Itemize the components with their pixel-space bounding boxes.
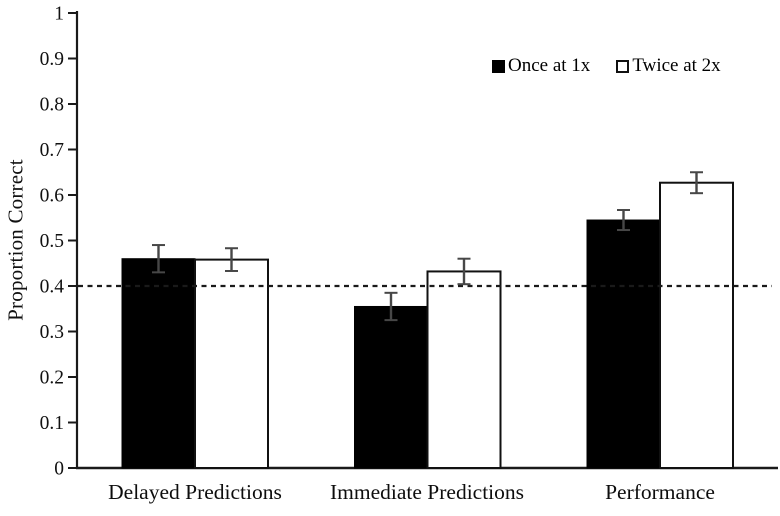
y-tick-label-0-4: 0.4 bbox=[40, 277, 65, 298]
legend-label-twice-at-2x: Twice at 2x bbox=[632, 55, 721, 76]
x-axis-label-performance: Performance bbox=[605, 480, 715, 504]
legend: Once at 1x Twice at 2x bbox=[492, 55, 721, 77]
legend-item-once-at-1x: Once at 1x bbox=[492, 55, 590, 77]
y-tick-label-0-8: 0.8 bbox=[40, 95, 64, 116]
bar-once-at-1x-delayed-predictions bbox=[121, 258, 196, 469]
y-tick-label-0-2: 0.2 bbox=[40, 368, 64, 389]
y-tick-label-0-6: 0.6 bbox=[40, 186, 65, 207]
bar-twice-at-2x-immediate-predictions bbox=[426, 270, 502, 469]
bar-twice-at-2x-performance bbox=[659, 181, 734, 469]
y-tick-label-0-3: 0.3 bbox=[40, 322, 64, 343]
y-tick-label-0: 0 bbox=[54, 459, 64, 480]
y-axis-title: Proportion Correct bbox=[3, 159, 28, 321]
x-axis-category-labels: Delayed Predictions Immediate Prediction… bbox=[0, 480, 780, 510]
y-tick-label-0-9: 0.9 bbox=[40, 49, 64, 70]
y-tick-label-0-1: 0.1 bbox=[40, 413, 64, 434]
legend-label-once-at-1x: Once at 1x bbox=[508, 55, 591, 76]
legend-marker-open-square-icon bbox=[616, 59, 630, 73]
bar-once-at-1x-immediate-predictions bbox=[354, 305, 428, 469]
x-axis-label-delayed-predictions: Delayed Predictions bbox=[108, 480, 282, 504]
bar-once-at-1x-performance bbox=[586, 219, 661, 469]
bar-twice-at-2x-delayed-predictions bbox=[194, 258, 269, 469]
y-tick-label-0-7: 0.7 bbox=[40, 140, 65, 161]
legend-item-twice-at-2x: Twice at 2x bbox=[616, 55, 721, 77]
legend-marker-filled-square-icon bbox=[492, 59, 505, 73]
x-axis-label-immediate-predictions: Immediate Predictions bbox=[329, 480, 525, 504]
y-tick-label-1: 1 bbox=[54, 4, 64, 25]
y-tick-label-0-5: 0.5 bbox=[40, 231, 64, 252]
